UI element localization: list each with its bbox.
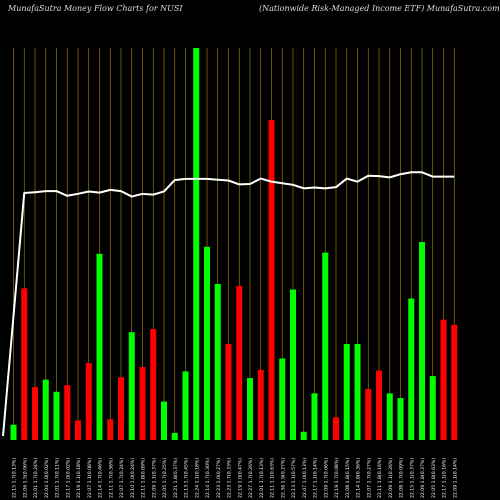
x-tick-label: 22.04 1.0(0.02%) xyxy=(44,458,50,498)
bar xyxy=(42,379,49,440)
bar xyxy=(311,393,318,440)
x-tick-label: 22.19 1.0(0.47%) xyxy=(237,458,243,498)
bar xyxy=(376,370,382,440)
bar xyxy=(365,389,372,440)
x-tick-label: 22.23 1.0(0.27%) xyxy=(216,458,222,498)
x-tick-label: 22.11 1.7(0.36%) xyxy=(108,458,114,498)
x-tick-label: 22.21 1.8(0.37%) xyxy=(173,458,179,498)
bar xyxy=(96,253,103,440)
bar xyxy=(279,358,286,440)
bar xyxy=(204,246,210,440)
x-tick-label: 22.09 1.1(0.14%) xyxy=(452,458,458,498)
x-tick-label: 22.07 1.0(0.13%) xyxy=(302,458,308,498)
x-tick-label: 22.09 1.7(0.06%) xyxy=(323,458,329,498)
bar xyxy=(182,371,189,440)
x-tick-label: 22.08 1.8(0.15%) xyxy=(345,458,351,498)
x-tick-label: 22.05 1.8(0.63%) xyxy=(431,458,437,498)
bar xyxy=(161,401,167,440)
bar xyxy=(429,376,436,440)
x-tick-label: 22.09 1.1(0.26%) xyxy=(388,458,394,498)
bar xyxy=(322,252,329,440)
x-tick-label: 22.01 1.7(0.13%) xyxy=(259,458,265,498)
x-tick-label: 22.14 1.7(0.30%) xyxy=(205,458,211,498)
bar xyxy=(85,363,92,440)
bar xyxy=(225,343,232,440)
bar xyxy=(408,298,415,440)
x-tick-label: 22.14 1.8(0.36%) xyxy=(356,458,362,498)
x-tick-label: 22.13 1.7(0.45%) xyxy=(184,458,190,498)
bar xyxy=(300,431,307,440)
x-tick-label: 22.01 1.7(0.24%) xyxy=(33,458,39,498)
x-tick-label: 22.17 1.0(0.02%) xyxy=(65,458,71,498)
chart-subtitle: (Nationwide Risk-Managed Income ETF) Mun… xyxy=(259,4,500,13)
x-tick-label: 22.19 1.1(0.18%) xyxy=(76,458,82,498)
x-tick-label: 22.06 1.5(0.06%) xyxy=(22,458,28,498)
x-tick-label: 22.17 1.1(0.16%) xyxy=(442,458,448,498)
x-tick-label: 22.11 1.1(0.63%) xyxy=(270,458,276,498)
bar xyxy=(64,385,71,440)
bar xyxy=(118,377,124,440)
bar xyxy=(193,48,200,440)
bar xyxy=(247,378,253,440)
x-tick-label: 22.11 1.8(0.09%) xyxy=(141,458,147,498)
x-tick-label: 22.19 1.7(0.08%) xyxy=(334,458,340,498)
bar xyxy=(32,387,38,440)
bar xyxy=(257,369,264,440)
bar xyxy=(150,329,157,440)
x-tick-label: 22.27 1.7(0.26%) xyxy=(248,458,254,498)
bar xyxy=(419,242,425,440)
x-tick-label: 22.23 1.7(0.33%) xyxy=(227,458,233,498)
bar xyxy=(386,393,393,440)
bar xyxy=(333,417,339,440)
bar xyxy=(440,319,447,440)
x-tick-label: 22.24 1.1(0.18%) xyxy=(194,458,200,498)
price-line xyxy=(2,171,455,437)
x-tick-label: 22.11 1.8(0.16%) xyxy=(377,458,383,498)
x-tick-label: 22.13 1.1(0.57%) xyxy=(291,458,297,498)
bar xyxy=(397,398,404,440)
x-tick-label: 22.07 1.7(0.27%) xyxy=(366,458,372,498)
chart-title: MunafaSutra Money Flow Charts for NUSI xyxy=(8,4,183,13)
bar xyxy=(354,343,361,440)
x-tick-label: 22.09 1.1(0.37%) xyxy=(151,458,157,498)
bar xyxy=(10,424,17,440)
bar xyxy=(75,420,81,440)
x-tick-label: 22.10 1.0(0.24%) xyxy=(130,458,136,498)
bar xyxy=(236,285,243,440)
bar xyxy=(214,283,221,440)
x-tick-label: 22.05 1.7(0.25%) xyxy=(162,458,168,498)
x-tick-label: 22.08 1.7(0.09%) xyxy=(399,458,405,498)
x-tick-label: 22.17 1.1(0.14%) xyxy=(313,458,319,498)
x-tick-label: 22.15 1.7(0.13%) xyxy=(12,458,18,498)
x-tick-label: 22.01 1.7(0.11%) xyxy=(55,458,61,498)
bar xyxy=(171,432,178,440)
bar xyxy=(21,288,28,440)
x-tick-label: 22.14 1.7(0.46%) xyxy=(98,458,104,498)
x-tick-label: 22.07 1.7(0.24%) xyxy=(119,458,125,498)
x-tick-label: 22.09 1.8(0.37%) xyxy=(420,458,426,498)
bar xyxy=(53,391,60,440)
x-tick-label: 22.15 1.1(0.37%) xyxy=(409,458,415,498)
bar xyxy=(268,120,275,440)
bar xyxy=(128,332,135,440)
bar xyxy=(107,419,114,440)
bar xyxy=(343,343,350,440)
x-tick-label: 22.36 1.9(0.27%) xyxy=(280,458,286,498)
bar xyxy=(290,289,296,440)
x-tick-label: 22.07 1.1(0.08%) xyxy=(87,458,93,498)
bar xyxy=(139,367,146,440)
bar xyxy=(451,324,458,440)
